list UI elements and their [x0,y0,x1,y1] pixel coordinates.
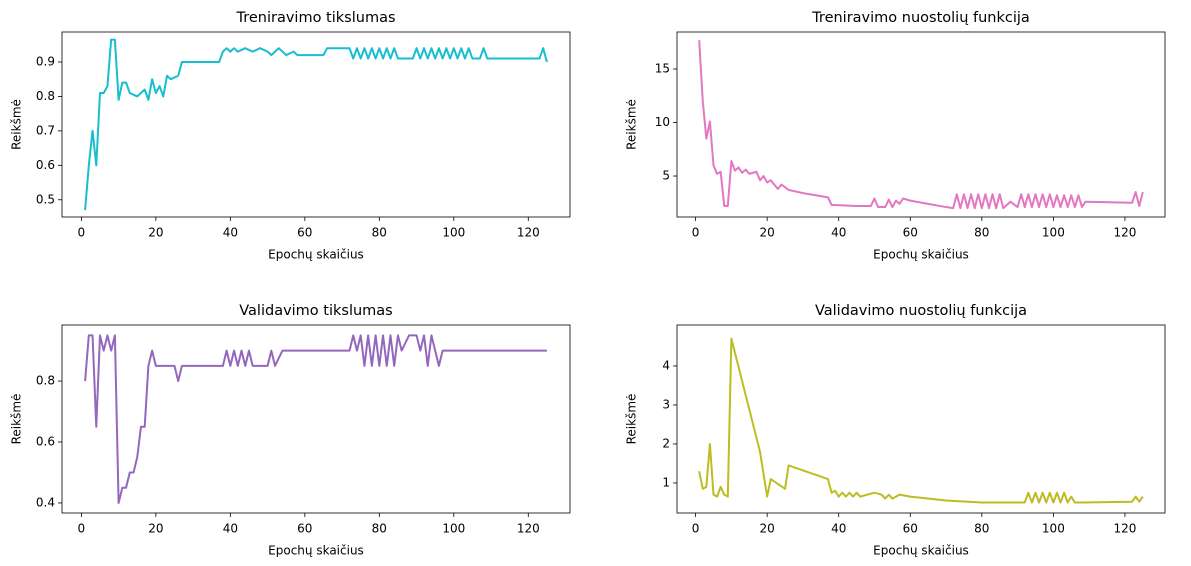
x-tick-label: 20 [760,226,775,240]
x-tick-label: 100 [1042,226,1065,240]
x-tick-label: 120 [517,522,540,536]
x-tick-label: 0 [692,226,700,240]
x-tick-label: 80 [372,226,387,240]
y-tick-label: 2 [662,436,670,450]
y-axis-label: Reikšmė [10,99,24,150]
x-tick-label: 80 [974,226,989,240]
x-tick-label: 120 [517,226,540,240]
x-tick-label: 40 [223,522,238,536]
y-tick-label: 0.4 [36,495,55,509]
x-tick-label: 60 [297,226,312,240]
y-tick-label: 0.6 [36,435,55,449]
x-tick-label: 60 [297,522,312,536]
x-axis-label: Epochų skaičius [873,544,969,558]
x-tick-label: 120 [1113,226,1136,240]
y-tick-label: 0.9 [36,54,55,68]
axes-frame [61,324,571,514]
subplot-title: Treniravimo tikslumas [235,10,395,26]
data-line [84,38,548,211]
x-tick-label: 20 [148,522,163,536]
x-tick-label: 60 [903,226,918,240]
axes-frame [676,324,1166,514]
y-axis-label: Reikšmė [10,394,24,445]
x-tick-label: 20 [760,522,775,536]
y-tick-label: 0.8 [36,89,55,103]
x-axis-label: Epochų skaičius [873,248,969,262]
y-tick-label: 4 [662,358,670,372]
x-tick-label: 20 [148,226,163,240]
y-tick-label: 3 [662,397,670,411]
subplot-title: Treniravimo nuostolių funkcija [811,10,1030,26]
x-tick-label: 0 [78,522,86,536]
x-tick-label: 40 [831,226,846,240]
subplot-title: Validavimo tikslumas [239,303,393,319]
x-tick-label: 40 [223,226,238,240]
x-tick-label: 80 [372,522,387,536]
x-tick-label: 60 [903,522,918,536]
y-tick-label: 15 [655,62,670,76]
y-axis-label: Reikšmė [625,99,639,150]
y-tick-label: 0.5 [36,192,55,206]
x-tick-label: 0 [692,522,700,536]
x-tick-label: 40 [831,522,846,536]
x-tick-label: 100 [442,226,465,240]
x-tick-label: 0 [78,226,86,240]
y-tick-label: 5 [662,169,670,183]
x-axis-label: Epochų skaičius [268,248,364,262]
x-tick-label: 120 [1113,522,1136,536]
x-tick-label: 100 [1042,522,1065,536]
axes-frame [676,31,1166,218]
data-line [698,337,1144,504]
subplot-title: Validavimo nuostolių funkcija [815,303,1027,319]
data-line [84,334,547,504]
y-tick-label: 0.8 [36,374,55,388]
data-line [698,40,1144,210]
x-tick-label: 80 [974,522,989,536]
y-tick-label: 1 [662,475,670,489]
x-tick-label: 100 [442,522,465,536]
axes-frame [61,31,571,218]
y-tick-label: 0.6 [36,158,55,172]
y-axis-label: Reikšmė [625,394,639,445]
y-tick-label: 0.7 [36,123,55,137]
y-tick-label: 10 [655,115,670,129]
x-axis-label: Epochų skaičius [268,544,364,558]
